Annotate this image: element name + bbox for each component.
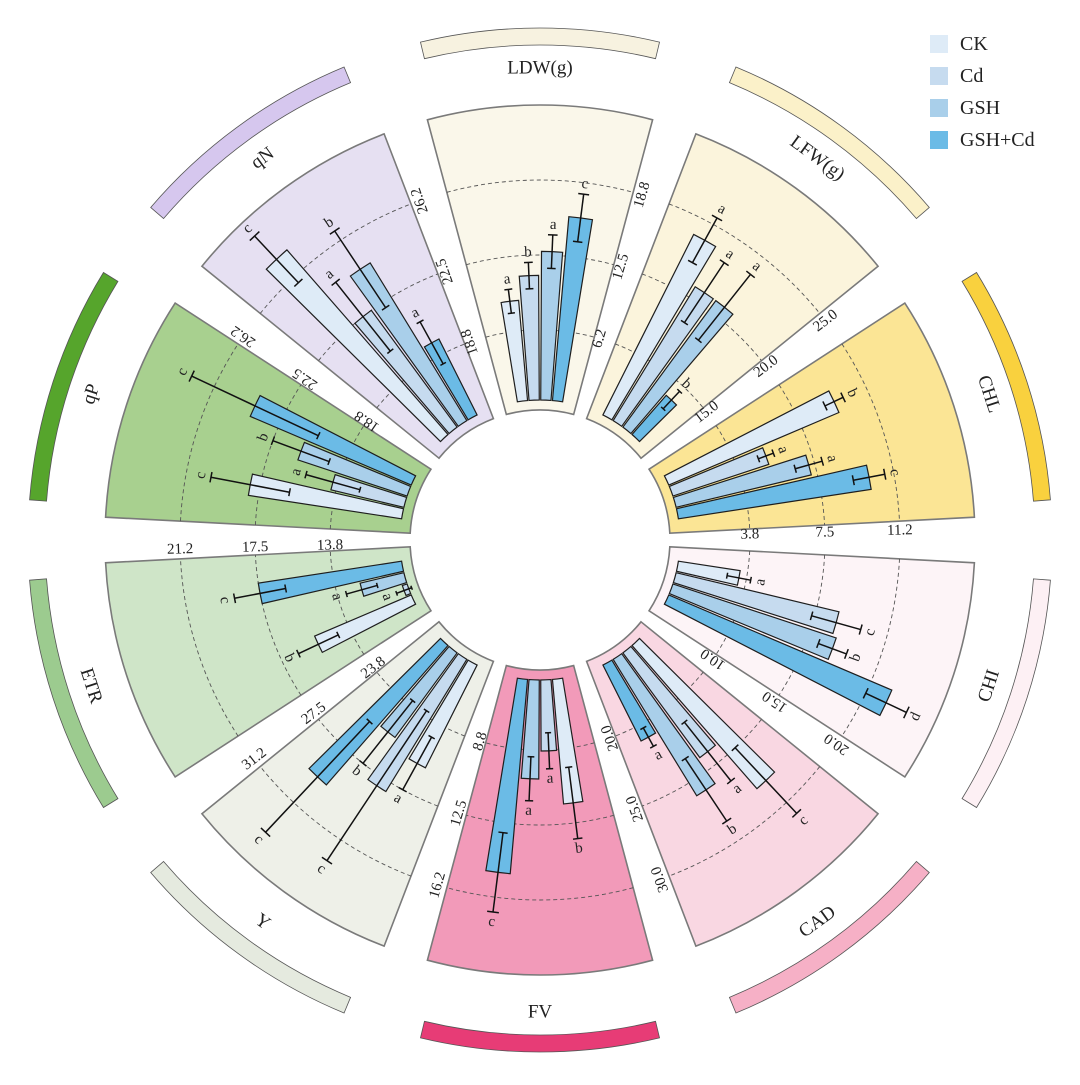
tick-label: 11.2 [887,522,913,539]
error-cap [508,313,515,314]
legend-item-cd: Cd [930,60,1035,92]
panel-label: CHI [974,667,1004,705]
panel-ring [962,272,1050,501]
tick-label: 17.5 [242,539,269,556]
legend-item-ck: CK [930,28,1035,60]
legend: CK Cd GSH GSH+Cd [930,28,1035,156]
legend-swatch-gsh-cd [930,131,948,149]
panel-ring [420,1021,659,1052]
legend-swatch-cd [930,67,948,85]
panel-label: FV [528,1002,553,1023]
legend-label-ck: CK [960,33,988,56]
significance-letter: a [546,771,554,787]
panel-ring [420,28,659,59]
error-cap [504,289,512,290]
panel-label: CAD [795,902,840,943]
tick-label: 3.8 [740,526,759,542]
panel-label: ETR [76,666,107,707]
significance-letter: a [525,803,533,819]
tick-label: 21.2 [167,541,194,558]
legend-item-gsh-cd: GSH+Cd [930,124,1035,156]
panel-ring [30,272,118,501]
panel-label: qN [247,143,278,174]
panel-label: Y [251,909,275,934]
legend-item-gsh: GSH [930,92,1035,124]
tick-label: 7.5 [815,524,834,540]
tick-label: 13.8 [317,537,344,554]
legend-swatch-gsh [930,99,948,117]
legend-label-gsh: GSH [960,97,1000,120]
panel-label: qP [78,381,104,407]
panel-label: CHL [973,373,1005,416]
legend-label-cd: Cd [960,65,983,88]
legend-swatch-ck [930,35,948,53]
significance-letter: a [550,217,558,233]
error-cap [565,767,572,768]
significance-letter: b [524,244,532,260]
panel-label: LDW(g) [507,58,572,79]
legend-label-gsh-cd: GSH+Cd [960,129,1035,152]
